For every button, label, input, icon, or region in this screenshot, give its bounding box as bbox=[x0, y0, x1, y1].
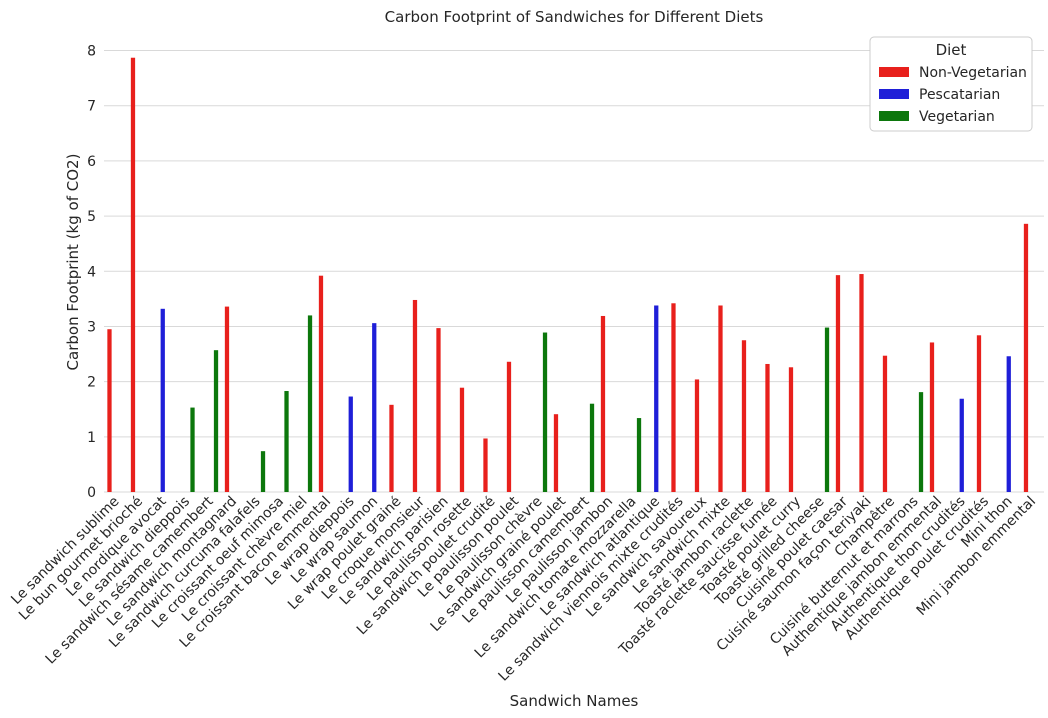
y-tick-label: 7 bbox=[87, 99, 96, 115]
y-axis-ticks: 0 1 2 3 4 5 6 7 8 bbox=[87, 44, 96, 501]
bar-le-sandwich-grain-poulet bbox=[553, 414, 559, 492]
bar-le-sandwich-atlantique bbox=[654, 305, 659, 492]
bar-le-wrap-dieppois bbox=[348, 396, 353, 492]
bar-mini-thon bbox=[1006, 356, 1011, 492]
y-tick-label: 0 bbox=[87, 485, 96, 501]
y-tick-label: 3 bbox=[87, 319, 96, 335]
bar-authentique-poulet-crudit-s bbox=[976, 335, 982, 492]
gridlines bbox=[104, 50, 1044, 493]
y-tick-label: 2 bbox=[87, 375, 96, 391]
bar-toast-jambon-raclette bbox=[741, 340, 747, 492]
legend-title: Diet bbox=[936, 41, 967, 59]
bar-toast-raclette-saucisse-fum-e bbox=[765, 363, 770, 492]
bar-le-sandwich-dieppois bbox=[190, 407, 195, 492]
bar-cuisin-saumon-fa-on-teriyaki bbox=[859, 274, 864, 492]
bar-le-sandwich-tomate-mozzarella bbox=[636, 418, 642, 492]
legend: Diet Non-Vegetarian Pescatarian Vegetari… bbox=[869, 36, 1033, 132]
legend-box bbox=[869, 36, 1033, 132]
bar-le-sandwich-viennois-mixte-crudit-s bbox=[671, 303, 676, 492]
bar-mini-jambon-emmental bbox=[1023, 223, 1029, 492]
bar-le-sandwich-s-same-camembert bbox=[213, 350, 219, 492]
bar-champ-tre bbox=[882, 355, 888, 492]
bar-le-paulisson-jambon bbox=[600, 315, 606, 492]
bar-le-sandwich-curcuma-falafels bbox=[260, 451, 266, 492]
bar-le-paulisson-poulet bbox=[506, 361, 512, 492]
y-tick-label: 6 bbox=[87, 154, 96, 170]
bar-le-croissant-ch-vre-miel bbox=[307, 315, 313, 492]
bar-le-wrap-poulet-grain bbox=[389, 404, 394, 492]
legend-label-vegetarian: Vegetarian bbox=[919, 109, 995, 125]
chart-title: Carbon Footprint of Sandwiches for Diffe… bbox=[385, 8, 764, 26]
bar-le-croissant-bacon-emmental bbox=[318, 275, 324, 492]
bar-le-nordique-avocat bbox=[160, 308, 165, 492]
bar-le-sandwich-sublime bbox=[107, 329, 112, 492]
y-tick-label: 5 bbox=[87, 209, 96, 225]
bar-authentique-jambon-emmental bbox=[929, 342, 935, 492]
bar-cuisin-poulet-caesar bbox=[835, 275, 841, 492]
legend-swatch-vegetarian bbox=[879, 111, 909, 121]
bar-toast-poulet-curry bbox=[788, 367, 794, 492]
x-axis-label: Sandwich Names bbox=[510, 692, 639, 710]
y-tick-label: 4 bbox=[87, 264, 96, 280]
bar-le-wrap-saumon bbox=[372, 323, 377, 492]
bar-le-sandwich-parisien bbox=[436, 328, 441, 492]
bar-le-bun-gourmet-brioch bbox=[130, 57, 136, 492]
y-axis-label: Carbon Footprint (kg of CO2) bbox=[64, 154, 82, 371]
bar-le-croissant-oeuf-mimosa bbox=[284, 391, 289, 492]
bar-le-sandwich-mixte bbox=[718, 305, 723, 492]
bar-le-paulisson-rosette bbox=[459, 387, 465, 492]
legend-label-pescatarian: Pescatarian bbox=[919, 87, 1000, 103]
legend-swatch-non-vegetarian bbox=[879, 67, 909, 77]
bar-le-paulisson-ch-vre bbox=[542, 332, 548, 492]
bar-le-croque-monsieur bbox=[412, 299, 418, 492]
bars bbox=[107, 57, 1029, 492]
bar-le-sandwich-montagnard bbox=[224, 306, 230, 492]
bar-le-sandwich-poulet-crudit bbox=[483, 438, 488, 492]
bar-toast-grilled-cheese bbox=[824, 327, 830, 492]
legend-label-non-vegetarian: Non-Vegetarian bbox=[919, 65, 1027, 81]
y-tick-label: 8 bbox=[87, 44, 96, 60]
bar-authentique-thon-crudit-s bbox=[959, 398, 964, 492]
y-tick-label: 1 bbox=[87, 430, 96, 446]
legend-swatch-pescatarian bbox=[879, 89, 909, 99]
bar-le-paulisson-camembert bbox=[589, 403, 595, 492]
bar-le-sandwich-savoureux bbox=[694, 379, 700, 492]
bar-cuisin-butternut-et-marrons bbox=[918, 392, 924, 492]
